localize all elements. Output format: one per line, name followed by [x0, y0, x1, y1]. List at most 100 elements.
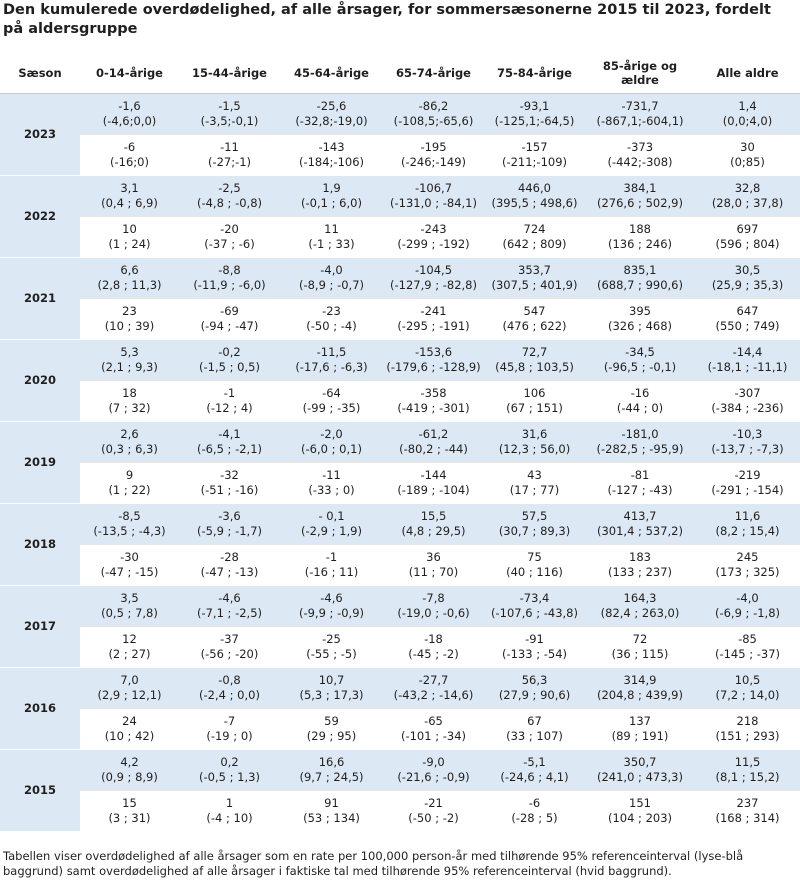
- table-row-rate: 2015 4,2 (0,9 ; 8,9) 0,2 (-0,5 ; 1,3) 16,6 (9,…: [0, 749, 800, 831]
- header-season: Sæson: [0, 53, 80, 94]
- rate-value: -731,7: [621, 99, 659, 113]
- count-cell: -21 (-50 ; -2): [383, 790, 484, 831]
- count-value: 106: [523, 386, 546, 400]
- season-cell: 2017: [0, 585, 80, 668]
- count-interval: (-56 ; -20): [200, 647, 259, 661]
- count-cell: 12 (2 ; 27): [80, 626, 179, 668]
- count-value: 151: [629, 796, 651, 810]
- count-value: 15: [122, 796, 137, 810]
- count-value: -157: [521, 140, 548, 154]
- rate-value: 31,6: [521, 427, 548, 441]
- count-cell: 67 (33 ; 107): [484, 708, 585, 750]
- rate-value: 1,9: [322, 181, 341, 195]
- count-value: 547: [523, 304, 546, 318]
- count-cell: -28 (-47 ; -13): [179, 544, 280, 586]
- rate-value: 32,8: [734, 181, 761, 195]
- count-cell: -195 (-246;-149): [383, 134, 484, 176]
- season-cell: 2022: [0, 175, 80, 258]
- count-cell: -358 (-419 ; -301): [383, 380, 484, 422]
- table-row-rate: 2016 7,0 (2,9 ; 12,1) -0,8 (-2,4 ; 0,0) 10,7(…: [0, 667, 800, 750]
- rate-interval: (-2,9 ; 1,9): [301, 524, 362, 538]
- rate-cell: 11,5 (8,1 ; 15,2): [695, 749, 800, 791]
- count-interval: (-50 ; -4): [306, 319, 357, 333]
- rate-interval: (-179,6 ; -128,9): [386, 360, 481, 374]
- count-interval: (136 ; 246): [607, 237, 673, 251]
- count-interval: (89 ; 191): [611, 729, 669, 743]
- rate-cell: 15,5 (4,8 ; 29,5): [383, 503, 484, 545]
- count-interval: (33 ; 107): [506, 729, 563, 743]
- rate-interval: (-21,6 ; -0,9): [397, 770, 470, 784]
- count-interval: (-211;-109): [501, 155, 568, 169]
- table-title: Den kumulerede overdødelighed, af alle å…: [3, 2, 771, 37]
- count-cell: -1 (-16 ; 11): [280, 544, 383, 586]
- rate-cell: -731,7 (-867,1;-604,1): [585, 93, 695, 135]
- rate-interval: (-9,9 ; -0,9): [298, 606, 365, 620]
- rate-value: 314,9: [623, 673, 657, 687]
- count-interval: (-47 ; -13): [200, 565, 259, 579]
- rate-cell: 5,3 (2,1 ; 9,3): [80, 339, 179, 381]
- rate-cell: 164,3 (82,4 ; 263,0): [585, 585, 695, 627]
- rate-cell: 4,2 (0,9 ; 8,9): [80, 749, 179, 791]
- count-value: -243: [420, 222, 447, 236]
- rate-value: 1,4: [738, 99, 757, 113]
- count-interval: (-12 ; 4): [206, 401, 253, 415]
- season-cell: 2023: [0, 93, 80, 176]
- rate-interval: (307,5 ; 401,9): [491, 278, 578, 292]
- rate-interval: (-107,6 ; -43,8): [491, 606, 578, 620]
- table-row-count: 10 (1 ; 24) -20 (-37 ; -6) 11 (-1 ; 33) -243 (-…: [0, 216, 800, 258]
- rate-cell: -8,5 (-13,5 ; -4,3): [80, 503, 179, 545]
- count-value: -1: [325, 550, 338, 564]
- rate-value: 30,5: [734, 263, 761, 277]
- count-interval: (1 ; 24): [108, 237, 151, 251]
- rate-value: -61,2: [418, 427, 449, 441]
- count-cell: 106 (67 ; 151): [484, 380, 585, 422]
- rate-value: -5,1: [523, 755, 546, 769]
- rate-value: - 0,1: [318, 509, 345, 523]
- count-interval: (67 ; 151): [506, 401, 563, 415]
- rate-value: -93,1: [519, 99, 550, 113]
- count-value: -373: [626, 140, 654, 154]
- table-row-count: 23 (10 ; 39) -69 (-94 ; -47) -23 (-50 ; -4) -2…: [0, 298, 800, 340]
- count-cell: -18 (-45 ; -2): [383, 626, 484, 668]
- season-cell: 2016: [0, 667, 80, 750]
- rate-cell: 3,1 (0,4 ; 6,9): [80, 175, 179, 217]
- rate-interval: (45,8 ; 103,5): [495, 360, 574, 374]
- rate-cell: -4,6 (-7,1 ; -2,5): [179, 585, 280, 627]
- count-interval: (-299 ; -192): [397, 237, 470, 251]
- rate-interval: (688,7 ; 990,6): [596, 278, 683, 292]
- rate-interval: (-18,1 ; -11,1): [707, 360, 788, 374]
- header-age-85-plus: 85-årige og ældre: [585, 53, 695, 94]
- count-cell: 11 (-1 ; 33): [280, 216, 383, 258]
- count-interval: (1 ; 22): [108, 483, 151, 497]
- rate-cell: -4,1 (-6,5 ; -2,1): [179, 421, 280, 463]
- rate-interval: (0,9 ; 8,9): [101, 770, 158, 784]
- rate-value: -8,5: [118, 509, 141, 523]
- count-cell: 188 (136 ; 246): [585, 216, 695, 258]
- count-interval: (-33 ; 0): [308, 483, 355, 497]
- rate-cell: -10,3 (-13,7 ; -7,3): [695, 421, 800, 463]
- count-interval: (596 ; 804): [715, 237, 780, 251]
- rate-value: 413,7: [623, 509, 657, 523]
- rate-value: -4,0: [320, 263, 343, 277]
- rate-cell: 3,5 (0,5 ; 7,8): [80, 585, 179, 627]
- season-cell: 2021: [0, 257, 80, 340]
- rate-value: -25,6: [316, 99, 347, 113]
- count-interval: (550 ; 749): [715, 319, 780, 333]
- rate-cell: -86,2 (-108,5;-65,6): [383, 93, 484, 135]
- header-row: Sæson 0-14-årige 15-44-årige 45-64-årige…: [0, 53, 800, 94]
- rate-interval: (-131,0 ; -84,1): [390, 196, 477, 210]
- count-cell: -373 (-442;-308): [585, 134, 695, 176]
- count-interval: (17 ; 77): [509, 483, 560, 497]
- rate-interval: (-0,5 ; 1,3): [199, 770, 260, 784]
- rate-value: -10,3: [732, 427, 763, 441]
- count-value: -65: [424, 714, 443, 728]
- rate-value: -27,7: [418, 673, 449, 687]
- footnote: Tabellen viser overdødelighed af alle år…: [3, 849, 744, 878]
- count-cell: 91 (53 ; 134): [280, 790, 383, 831]
- rate-cell: 7,0 (2,9 ; 12,1): [80, 667, 179, 709]
- rate-interval: (-32,8;-19,0): [295, 114, 368, 128]
- rate-value: 11,6: [734, 509, 761, 523]
- rate-value: -4,6: [218, 591, 241, 605]
- count-interval: (-47 ; -15): [100, 565, 159, 579]
- count-value: -144: [420, 468, 447, 482]
